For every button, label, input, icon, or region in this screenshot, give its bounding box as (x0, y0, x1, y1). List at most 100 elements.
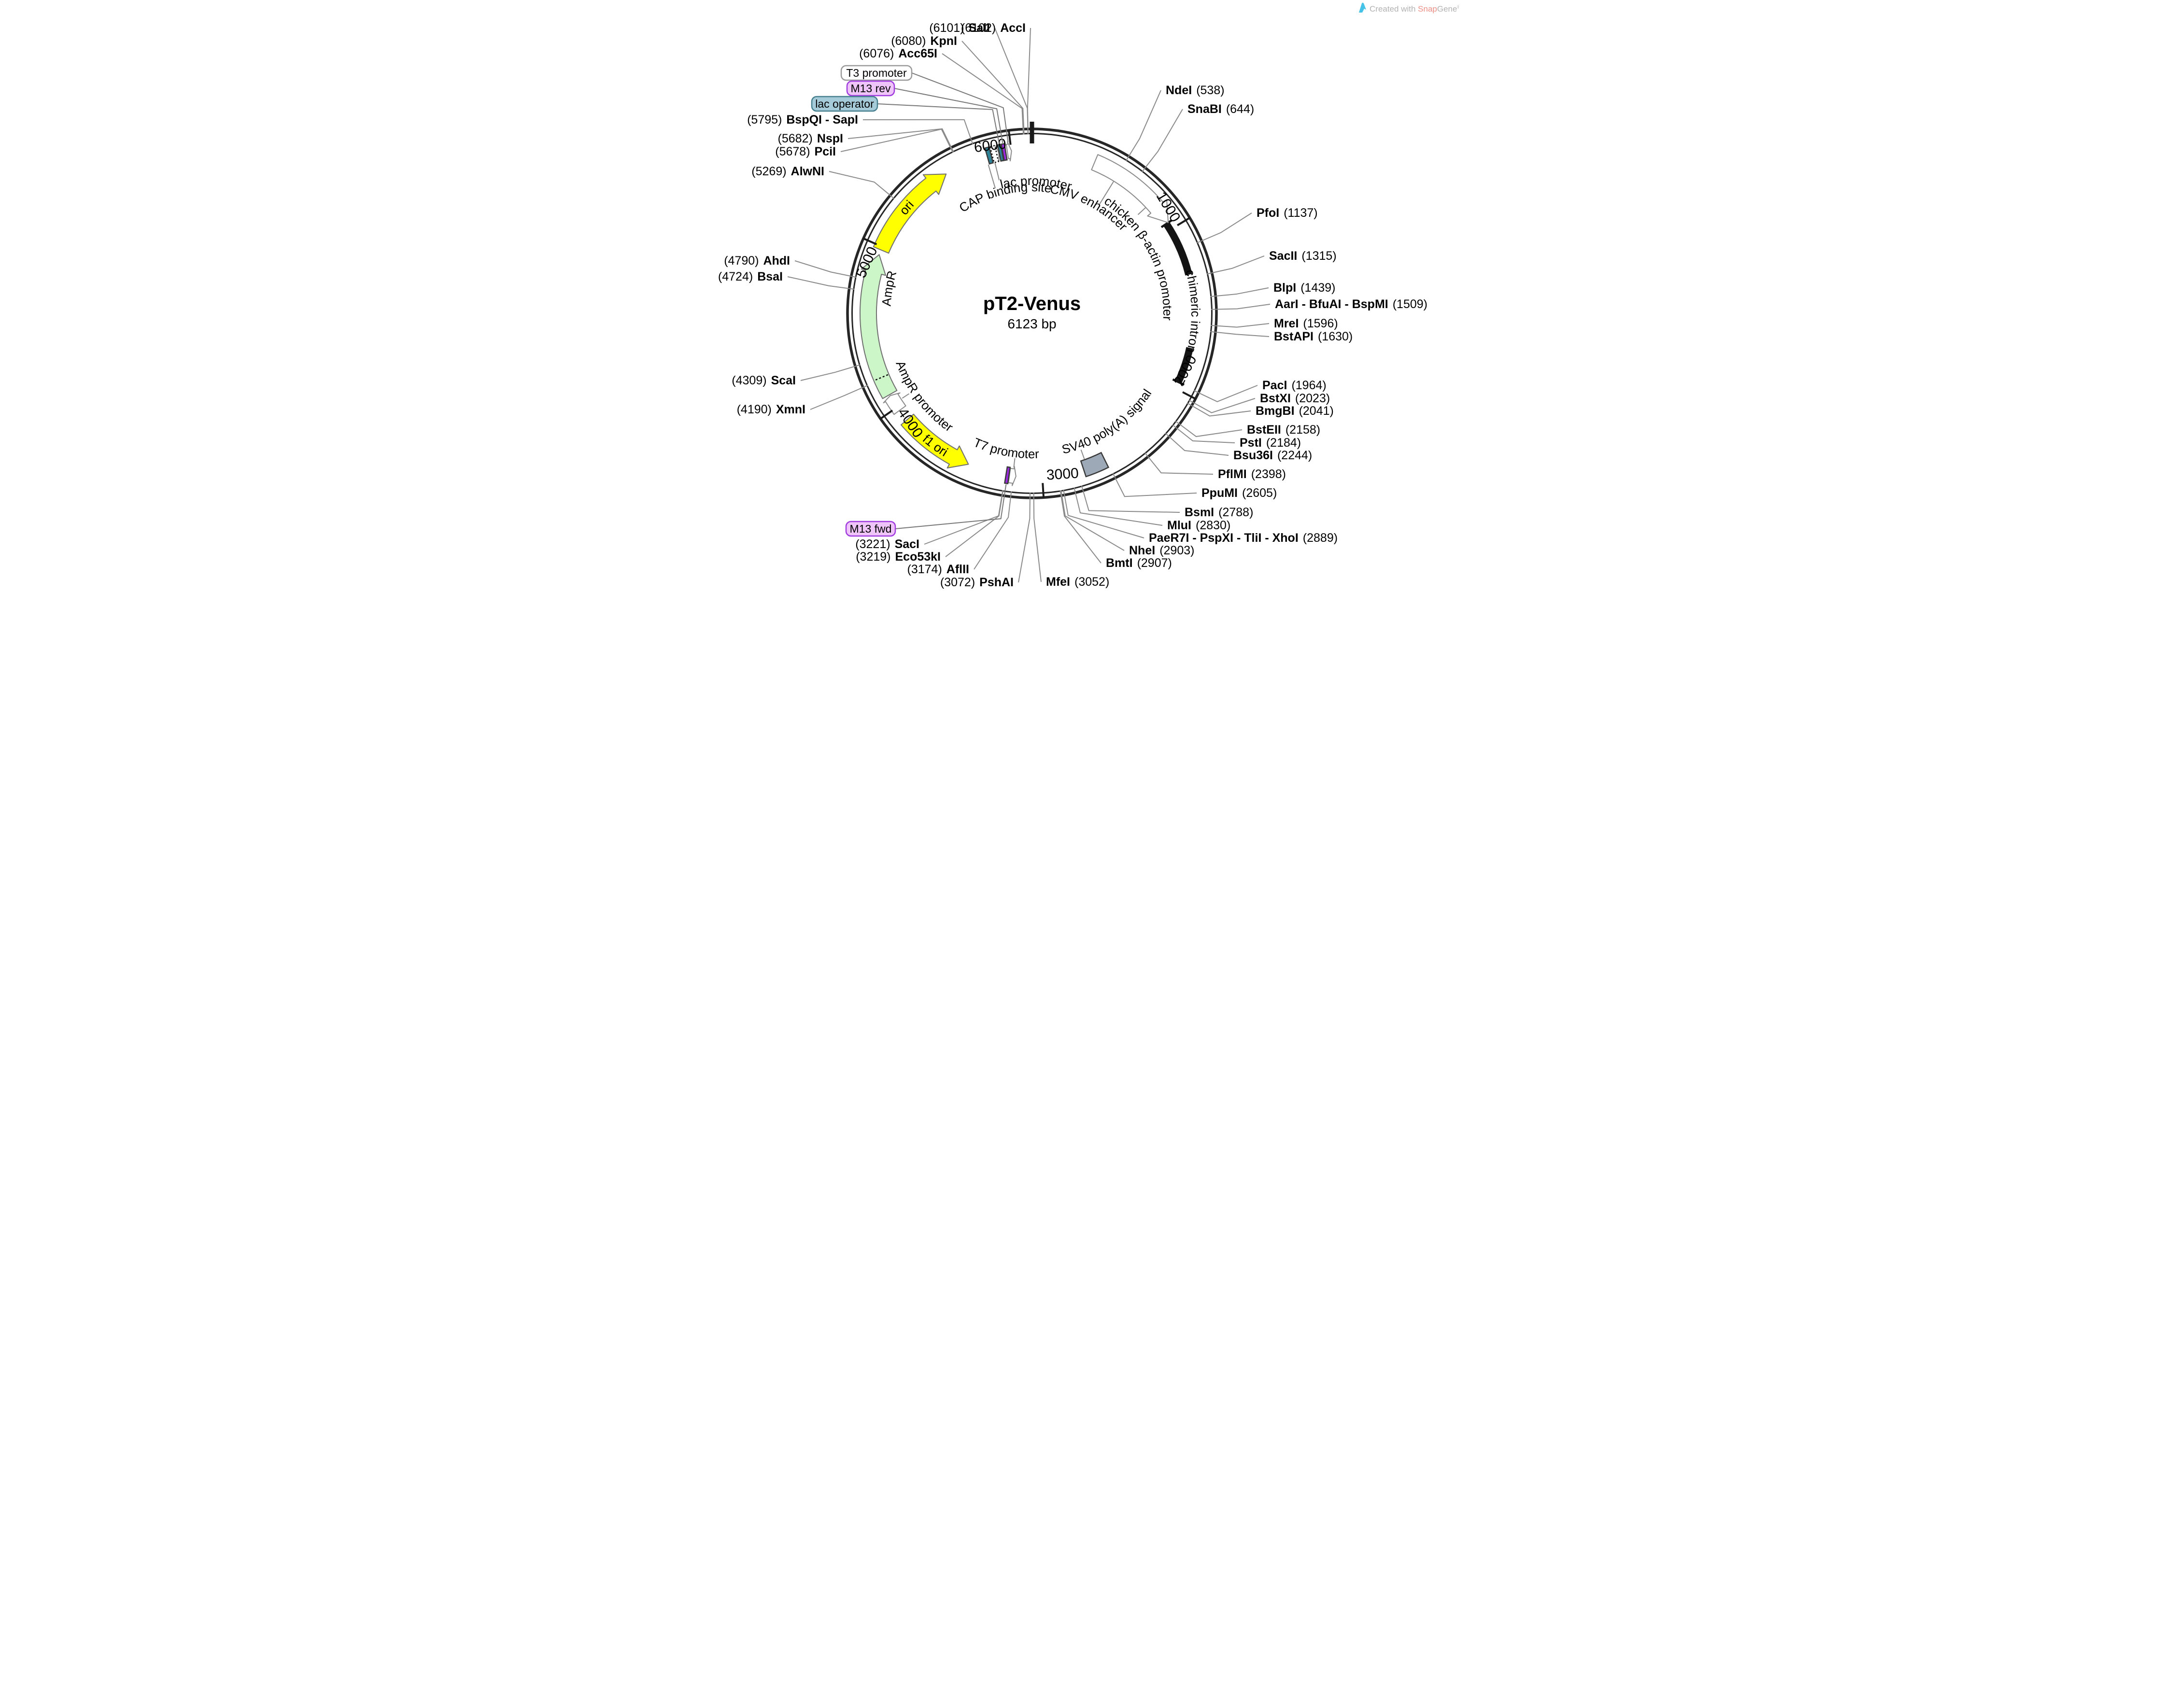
tick-mark-5000 (862, 237, 877, 245)
restriction-site-label: BsmI (2788) (1081, 485, 1253, 519)
restriction-site-label: NdeI (538) (1125, 84, 1225, 161)
tick-mark-3000 (1042, 483, 1045, 498)
site-text-pfoi: PfoI (1137) (1257, 206, 1318, 220)
site-text-pshai: (3072) PshAI (940, 576, 1014, 589)
site-text-aari-bfuai-bspmi: AarI - BfuAI - BspMI (1509) (1275, 297, 1427, 311)
site-connector-line (945, 490, 1004, 557)
site-connector-line (1027, 28, 1031, 135)
feature-connector-line (1099, 181, 1114, 205)
feature-connector-line (1013, 458, 1016, 467)
site-text-xmni: (4190) XmnI (737, 403, 805, 416)
feature-lac-promoter (989, 144, 999, 164)
badge-connector-line (894, 88, 1003, 143)
restriction-site-label: BstAPI (1630) (1210, 330, 1353, 343)
badge-label: M13 rev (850, 82, 891, 95)
feature-badge-m13-fwd: M13 fwd (845, 484, 1007, 537)
restriction-site-label: MreI (1596) (1211, 317, 1338, 330)
site-text-acc65i: (6076) Acc65I (859, 47, 937, 60)
restriction-site-label: PacI (1964) (1193, 379, 1327, 402)
badge-label: T3 promoter (846, 67, 907, 79)
restriction-site-label: (6080) KpnI (891, 34, 1025, 135)
site-text-kpni: (6080) KpnI (891, 34, 957, 48)
restriction-site-label: (4309) ScaI (732, 364, 861, 387)
restriction-site-label: (4790) AhdI (724, 254, 857, 278)
site-connector-line (1193, 385, 1258, 402)
site-text-ppumi: PpuMI (2605) (1201, 486, 1277, 500)
feature-ampr-divider (874, 374, 889, 381)
restriction-site-label: BlpI (1439) (1210, 281, 1335, 297)
features-layer (860, 141, 1194, 486)
site-text-pcii: (5678) PciI (775, 145, 836, 158)
tick-mark-6000 (1007, 129, 1012, 145)
backbone-layer (846, 122, 1218, 499)
feature-chimeric-intron-arc-2 (1175, 347, 1194, 384)
badge-connector-line (911, 72, 1009, 142)
restriction-site-label: (5269) AlwNI (751, 165, 895, 199)
site-connector-line (1172, 424, 1235, 443)
restriction-site-label: PaeR7I - PspXI - TliI - XhoI (2889) (1063, 490, 1338, 545)
site-connector-line (787, 276, 855, 290)
site-text-sali: (6101) SalI (929, 21, 990, 35)
site-text-bsteii: BstEII (2158) (1247, 423, 1320, 437)
feature-m13-rev (1000, 143, 1008, 161)
site-text-bstapi: BstAPI (1630) (1274, 330, 1353, 343)
restriction-site-label: MfeI (3052) (1033, 492, 1109, 589)
restriction-site-label: (6102) AccI (961, 21, 1031, 135)
site-connector-line (840, 128, 954, 153)
feature-m13-fwd (1003, 466, 1011, 484)
site-text-bstxi: BstXI (2023) (1260, 392, 1330, 405)
site-text-mfei: MfeI (3052) (1046, 575, 1109, 589)
feature-chimeric-intron-end-bar (1172, 378, 1185, 386)
site-connector-line (794, 260, 857, 278)
feature-t7-promoter (1008, 466, 1017, 486)
restriction-site-label: (5678) PciI (775, 128, 954, 158)
plasmid-title: pT2-Venus (983, 293, 1081, 314)
feature-cmv-enhancer (1091, 154, 1169, 224)
restriction-site-label: Bsu36I (2244) (1165, 433, 1312, 462)
restriction-site-label: (5795) BspQI - SapI (747, 113, 974, 145)
restriction-site-label: PflMI (2398) (1144, 452, 1286, 481)
site-connector-line (961, 41, 1025, 135)
restriction-site-label: AarI - BfuAI - BspMI (1509) (1211, 297, 1427, 311)
restriction-site-label: BstXI (2023) (1188, 392, 1330, 413)
site-connector-line (1175, 420, 1243, 438)
restriction-site-label: MluI (2830) (1073, 487, 1230, 532)
site-text-eco53ki: (3219) Eco53kI (856, 550, 941, 564)
feature-t3-promoter (1005, 141, 1012, 162)
site-text-bmgbi: BmgBI (2041) (1256, 404, 1334, 418)
restriction-site-label: (6101) SalI (929, 21, 1029, 135)
restriction-site-label: (5682) NspI (778, 128, 954, 153)
site-text-nhei: NheI (2903) (1129, 544, 1194, 557)
site-text-paer7i-pspxi-tlii-xhoi: PaeR7I - PspXI - TliI - XhoI (2889) (1149, 531, 1338, 545)
site-connector-line (1186, 402, 1251, 417)
site-connector-line (974, 491, 1012, 570)
site-connector-line (1211, 323, 1270, 328)
restriction-site-label: (3072) PshAI (940, 492, 1031, 589)
site-text-mrei: MreI (1596) (1274, 317, 1338, 330)
site-connector-line (829, 171, 895, 199)
tick-mark-2000 (1182, 391, 1197, 400)
site-connector-line (1060, 490, 1125, 551)
site-connector-line (1063, 490, 1144, 538)
restriction-site-label: (3219) Eco53kI (856, 490, 1004, 564)
site-connector-line (862, 119, 974, 145)
site-text-bsai: (4724) BsaI (718, 270, 783, 283)
feature-chimeric-intron-end-bar (1160, 219, 1172, 228)
restriction-site-label: BmgBI (2041) (1186, 402, 1334, 418)
site-text-ahdi: (4790) AhdI (724, 254, 790, 268)
site-text-psti: PstI (2184) (1240, 436, 1301, 450)
tick-label-3000: 3000 (1046, 466, 1079, 483)
site-connector-line (1018, 492, 1031, 583)
site-connector-line (1081, 485, 1180, 513)
tick-mark-1000 (1177, 216, 1191, 226)
feature-badge-t3-promoter: T3 promoter (840, 65, 1009, 142)
site-connector-line (942, 53, 1024, 135)
site-text-saci: (3221) SacI (855, 537, 919, 551)
site-connector-line (1211, 304, 1271, 310)
badge-box (840, 65, 913, 81)
badge-box (845, 521, 896, 537)
site-text-bspqi-sapi: (5795) BspQI - SapI (747, 113, 858, 127)
feature-ampr-promoter (883, 392, 906, 415)
site-text-bsmi: BsmI (2788) (1185, 506, 1253, 519)
